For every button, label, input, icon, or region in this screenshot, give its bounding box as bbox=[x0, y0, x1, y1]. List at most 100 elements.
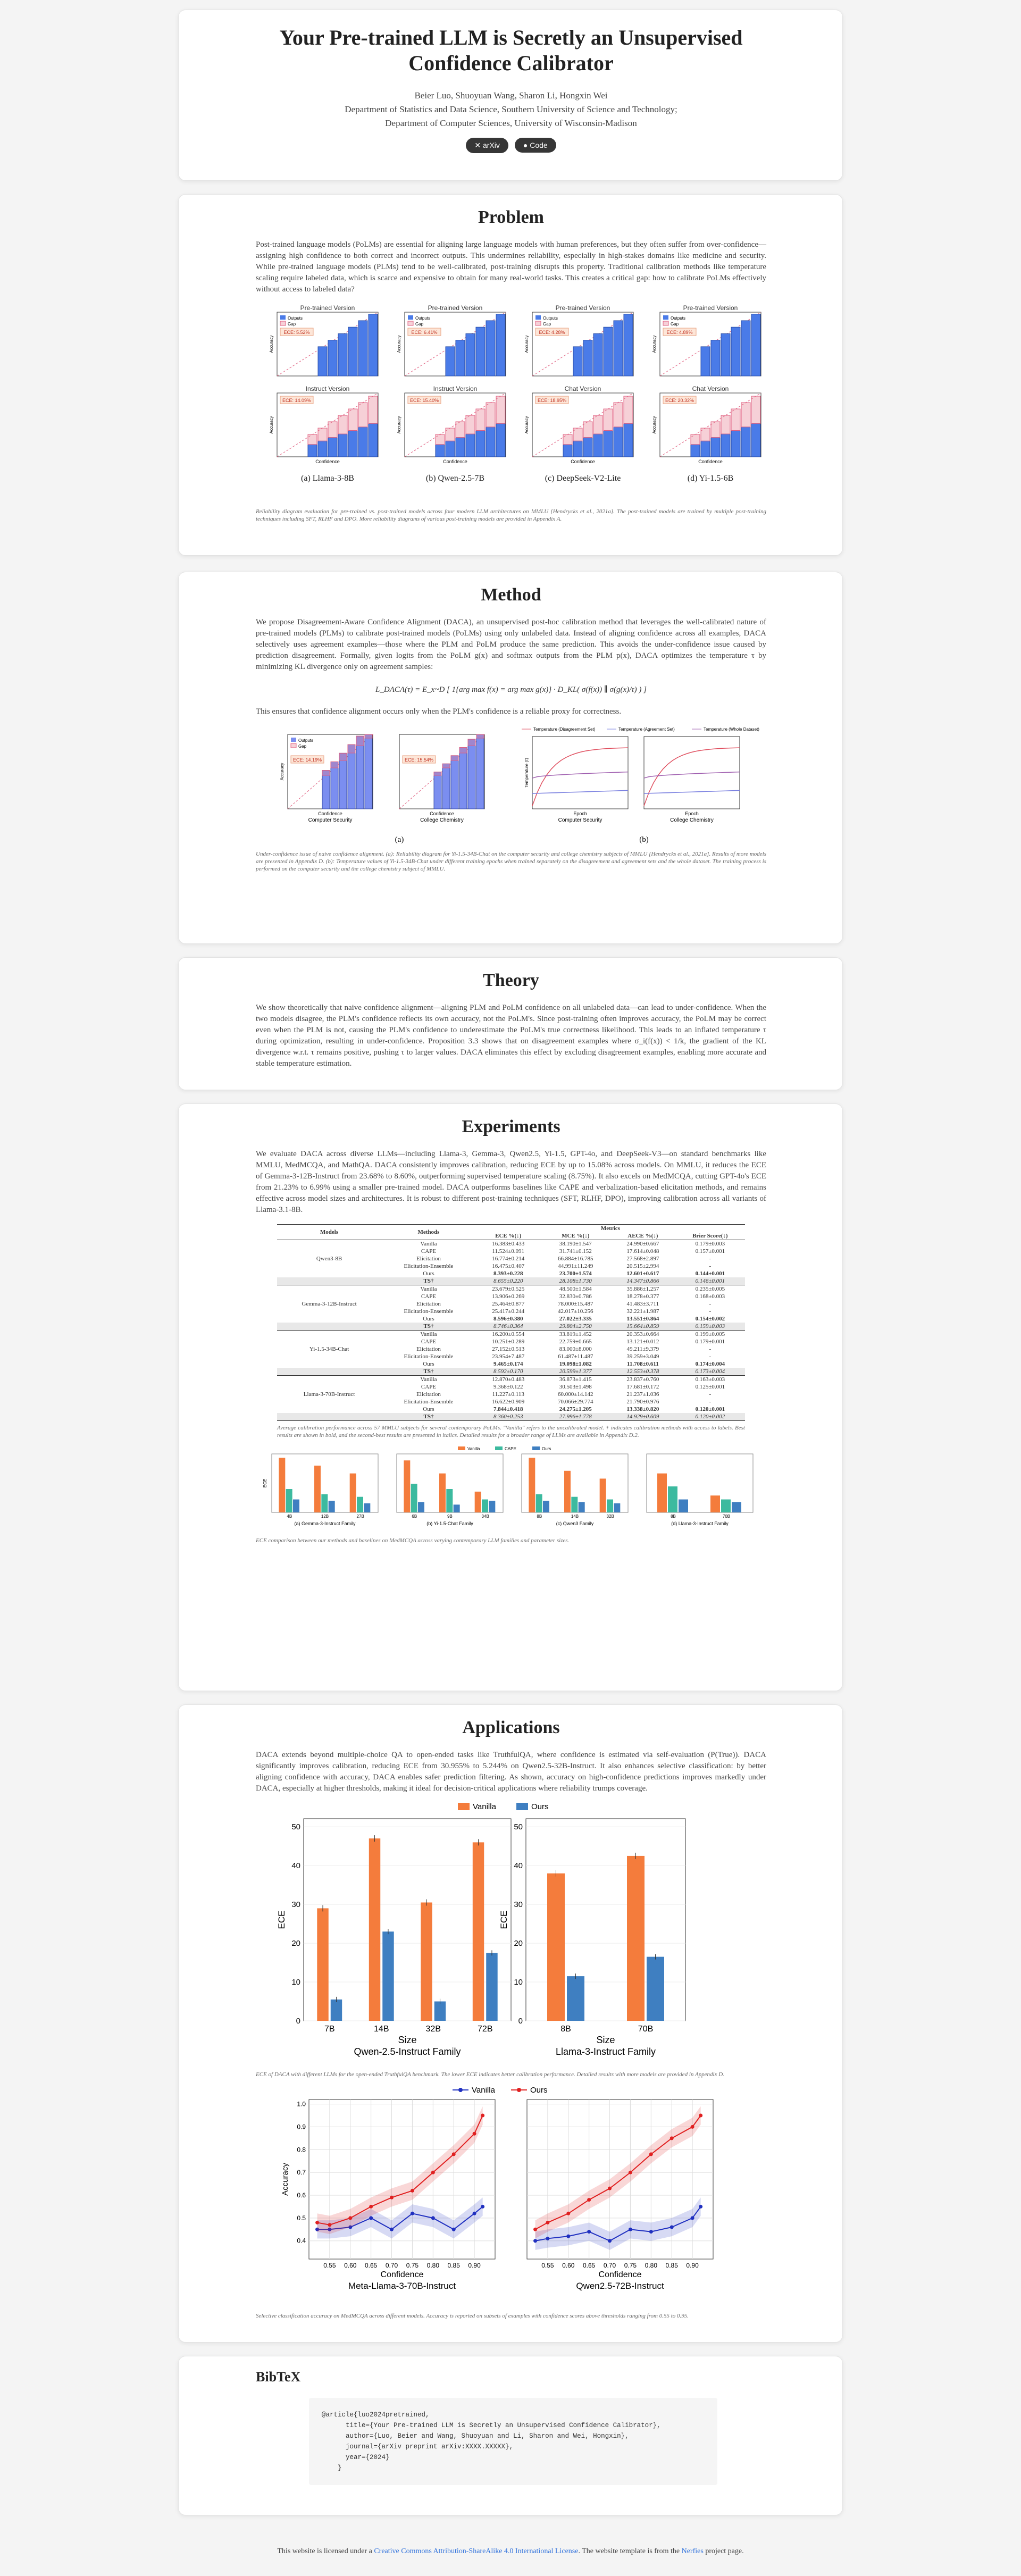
nerfies-link[interactable]: Nerfies bbox=[681, 2547, 704, 2555]
table-cell: CAPE bbox=[421, 1293, 437, 1300]
table-cell: - bbox=[709, 1346, 712, 1352]
problem-text: Post-trained language models (PoLMs) are… bbox=[256, 240, 766, 294]
y-axis-label: ECE bbox=[263, 1479, 267, 1487]
legend-gap: Gap bbox=[298, 744, 307, 749]
output-bar bbox=[465, 333, 475, 377]
output-bar bbox=[475, 430, 486, 457]
y-axis-label: Temperature (τ) bbox=[524, 758, 529, 788]
legend-entry: Temperature (Agreement Set) bbox=[618, 727, 675, 732]
arxiv-button[interactable]: ✕ arXiv bbox=[466, 138, 508, 153]
x-tick-label: 72B bbox=[478, 2025, 492, 2034]
gap-bar bbox=[328, 421, 338, 438]
table-cell: - bbox=[709, 1301, 712, 1307]
output-bar bbox=[593, 333, 603, 377]
bar bbox=[564, 1470, 571, 1512]
legend-ours-marker bbox=[517, 2088, 521, 2092]
output-bar bbox=[338, 333, 348, 377]
vanilla-point bbox=[533, 2239, 538, 2243]
legend-entry: Ours bbox=[542, 1446, 551, 1451]
method-text-2: This ensures that confidence alignment o… bbox=[256, 707, 622, 716]
table-cell: TS† bbox=[423, 1278, 434, 1284]
output-bar bbox=[445, 346, 455, 377]
vanilla-point bbox=[566, 2234, 571, 2238]
output-bar bbox=[435, 444, 445, 457]
diagonal-line bbox=[532, 392, 634, 457]
problem-title: Problem bbox=[478, 207, 544, 227]
table-row: Yi-1.5-34B-Chat Vanilla 16.200±0.554 33.819… bbox=[277, 1331, 745, 1352]
table-cell: 9.465±0.174 bbox=[493, 1361, 523, 1367]
gap-bar bbox=[751, 396, 761, 424]
x-tick-label: 0.85 bbox=[666, 2262, 679, 2269]
arxiv-icon: ✕ bbox=[474, 141, 481, 149]
table-cell: 36.873±1.415 bbox=[559, 1376, 592, 1383]
y-tick-label: 0.7 bbox=[297, 2169, 306, 2176]
vanilla-point bbox=[348, 2225, 353, 2229]
table-cell: 39.259±3.049 bbox=[626, 1353, 659, 1360]
x-axis-label: Confidence bbox=[443, 459, 467, 464]
vanilla-point bbox=[451, 2227, 456, 2231]
table-cell: 20.353±0.664 bbox=[626, 1331, 659, 1337]
bar bbox=[482, 1499, 488, 1512]
ours-point bbox=[608, 2186, 612, 2190]
x-tick-label: 0.65 bbox=[583, 2262, 596, 2269]
license-link[interactable]: Creative Commons Attribution-ShareAlike … bbox=[374, 2547, 579, 2555]
gap-bar bbox=[700, 428, 710, 441]
ece-label: ECE: 18.95% bbox=[538, 398, 566, 403]
legend-gap-swatch bbox=[290, 743, 297, 748]
ece-box bbox=[535, 396, 569, 404]
table-cell: 14.347±0.866 bbox=[626, 1278, 659, 1284]
head-metrics: Metrics bbox=[600, 1225, 620, 1232]
ours-point bbox=[472, 2131, 476, 2136]
x-axis-label: Confidence bbox=[430, 811, 454, 816]
legend-ours-swatch bbox=[516, 1803, 528, 1810]
results-table: Models Methods Metrics ECE %(↓) MCE %(↓) AECE… bbox=[277, 1224, 745, 1421]
ece-box bbox=[280, 328, 314, 336]
gap-bar bbox=[496, 396, 506, 424]
subplot-title: Pre-trained Version bbox=[300, 304, 355, 312]
table-cell: 0.120±0.002 bbox=[695, 1414, 725, 1420]
code-button[interactable]: ● Code bbox=[514, 138, 556, 153]
table-cell: 14.929±0.609 bbox=[626, 1414, 659, 1420]
subplot-title: College Chemistry bbox=[420, 817, 464, 823]
x-axis-label: Size bbox=[596, 2035, 615, 2045]
table-cell: 16.622±0.909 bbox=[492, 1399, 525, 1405]
ece-label: ECE: 15.54% bbox=[405, 757, 433, 763]
ours-point bbox=[699, 2113, 703, 2118]
table-cell: 23.679±0.525 bbox=[492, 1286, 525, 1292]
ece-box bbox=[535, 328, 569, 336]
gap-bar bbox=[348, 408, 358, 431]
x-tick-label: 8B bbox=[560, 2025, 571, 2034]
bar bbox=[679, 1499, 688, 1512]
table-cell: 0.163±0.003 bbox=[695, 1376, 725, 1383]
table-cell: 7.844±0.418 bbox=[493, 1406, 523, 1412]
subplot-title: (b) Yi-1.5-Chat Family bbox=[426, 1521, 473, 1526]
github-icon: ● bbox=[523, 141, 528, 149]
vanilla-point bbox=[690, 2216, 694, 2220]
table-cell: 0.154±0.002 bbox=[695, 1316, 725, 1322]
gap-bar bbox=[623, 396, 633, 424]
legend-outputs: Outputs bbox=[671, 316, 685, 321]
ours-point bbox=[566, 2211, 571, 2215]
table-cell: Ours bbox=[423, 1270, 434, 1277]
bibtex-block[interactable]: @article{luo2024pretrained, title={Your … bbox=[309, 2398, 717, 2485]
table-cell: 35.886±1.257 bbox=[626, 1286, 659, 1292]
subplot-title: Qwen2.5-72B-Instruct bbox=[576, 2281, 664, 2291]
temperature-curve bbox=[532, 771, 629, 779]
ours-bar bbox=[486, 1953, 498, 2021]
authors: Beier Luo, Shuoyuan Wang, Sharon Li, Hon… bbox=[414, 90, 608, 101]
subfigure-label: (d) Yi-1.5-6B bbox=[688, 474, 734, 483]
table-row: Elicitation 11.227±0.113 60.000±14.142 21.2… bbox=[277, 1391, 745, 1398]
y-tick-label: 1.0 bbox=[297, 2101, 306, 2108]
subplot-title: Qwen-2.5-Instruct Family bbox=[354, 2046, 461, 2057]
table-row: Elicitation 16.774±0.214 66.884±16.785 27.5… bbox=[277, 1255, 745, 1262]
y-tick-label: 0.6 bbox=[297, 2192, 306, 2199]
legend-outputs: Outputs bbox=[288, 316, 303, 321]
y-tick-label: 50 bbox=[291, 1822, 300, 1831]
bar bbox=[571, 1496, 578, 1512]
affiliation-2: Department of Computer Sciences, Univers… bbox=[385, 118, 637, 128]
bar bbox=[599, 1478, 606, 1512]
experiments-card: Experiments We evaluate DACA across dive… bbox=[178, 1103, 843, 1691]
subfigure-label: (c) DeepSeek-V2-Lite bbox=[545, 474, 621, 483]
bar bbox=[364, 1503, 371, 1512]
vanilla-band bbox=[317, 2197, 483, 2239]
